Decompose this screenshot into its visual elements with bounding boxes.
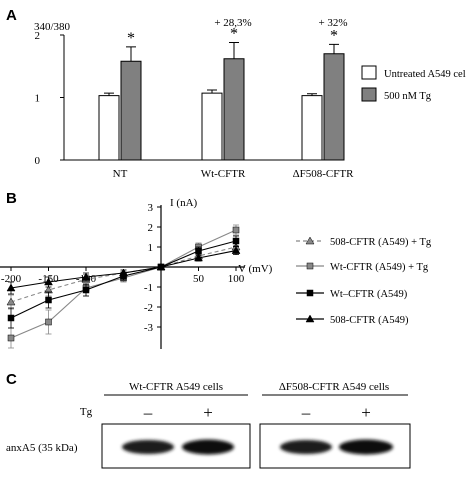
legend-label: 508-CFTR (A549) [330, 315, 409, 326]
bar [120, 60, 142, 161]
y-tick-label: -3 [144, 322, 154, 334]
bar [201, 92, 223, 161]
iv-data-point [81, 272, 91, 281]
legend-marker [305, 236, 315, 245]
bar-chart-axes: 0 1 2 [35, 30, 340, 167]
legend-label: 500 nM Tg [384, 91, 432, 102]
iv-data-point [6, 297, 16, 306]
legend-label: Untreated A549 cel [384, 69, 466, 80]
iv-data-point [231, 246, 241, 254]
band-lane-1 [122, 440, 174, 454]
legend-swatch [361, 65, 377, 80]
iv-data-point [82, 286, 90, 294]
y-axis-label: I (nA) [170, 197, 198, 209]
treatment-label: Tg [80, 406, 93, 418]
y-tick-label: 1 [148, 242, 154, 254]
percent-change-label: + 32% [318, 17, 347, 29]
legend-swatch [361, 87, 377, 102]
iv-data-point [45, 296, 52, 304]
significance-marker: * [127, 30, 135, 47]
y-tick-label: 1 [35, 93, 41, 105]
lane4-sign: + [361, 403, 371, 422]
category-label: ΔF508-CFTR [293, 168, 355, 180]
iv-data-point [6, 283, 16, 292]
band-lane-2 [182, 439, 234, 455]
group1-title: Wt-CFTR A549 cells [129, 381, 223, 393]
iv-curve-legend: 508-CFTR (A549) + Tg Wt-CFTR (A549) + Tg W… [296, 236, 432, 326]
x-tick-label: -200 [1, 273, 22, 285]
lane3-sign: – [301, 403, 311, 422]
legend-marker [306, 289, 314, 297]
bar-chart-labels: NT*Wt-CFTR*+ 28,3%ΔF508-CFTR*+ 32% [113, 17, 354, 180]
iv-data-point [195, 247, 202, 255]
legend-label: 508-CFTR (A549) + Tg [330, 237, 432, 248]
panel-c-letter: C [6, 371, 17, 388]
x-tick-label: 50 [193, 273, 205, 285]
bar [223, 58, 245, 161]
lane2-sign: + [203, 403, 213, 422]
legend-marker [306, 262, 314, 270]
category-label: Wt-CFTR [201, 168, 246, 180]
band-lane-3 [280, 440, 332, 454]
band-label: anxA5 (35 kDa) [6, 442, 78, 454]
y-tick-label: 2 [35, 30, 41, 42]
significance-marker: * [330, 27, 338, 44]
panel-b-letter: B [6, 190, 17, 207]
western-blot-panel-c: Wt-CFTR A549 cells ΔF508-CFTR A549 cells… [6, 381, 411, 469]
ratio-axis-label: 340/380 [34, 21, 71, 33]
iv-data-point [232, 237, 240, 245]
significance-marker: * [230, 26, 238, 43]
y-tick-label: -1 [144, 282, 153, 294]
bar-chart-legend: Untreated A549 cel 500 nM Tg [361, 65, 466, 102]
bar [323, 53, 345, 161]
iv-data-point [44, 277, 53, 286]
y-tick-label: -2 [144, 302, 153, 314]
lane1-sign: – [143, 403, 153, 422]
category-label: NT [113, 168, 128, 180]
y-tick-label: 3 [148, 202, 154, 214]
bar-chart-panel-a: 340/380 012 NT*Wt-CFTR*+ 28,3%ΔF508-CFTR… [34, 17, 466, 180]
bar-chart-bars [98, 42, 345, 161]
bar [301, 95, 323, 161]
iv-data-point [45, 318, 52, 326]
y-tick-label: 0 [35, 155, 41, 167]
bar [98, 95, 120, 161]
iv-data-point [7, 334, 15, 342]
panel-a-letter: A [6, 7, 17, 24]
band-lane-4 [339, 439, 393, 455]
iv-curve-series [6, 224, 241, 349]
percent-change-label: + 28,3% [214, 17, 251, 29]
group2-title: ΔF508-CFTR A549 cells [279, 381, 389, 393]
iv-data-point [7, 314, 15, 322]
iv-data-point [119, 268, 128, 277]
legend-marker [305, 314, 315, 323]
iv-curve-panel-b: -200-150-10050100321-1-2-3 508-CFTR (A54… [0, 197, 432, 349]
x-axis-label: V (mV) [238, 263, 273, 275]
iv-data-point [156, 262, 166, 271]
legend-label: Wt-CFTR (A549) + Tg [330, 262, 429, 273]
iv-data-point [194, 253, 203, 262]
legend-label: Wt–CFTR (A549) [330, 289, 408, 300]
y-tick-label: 2 [148, 222, 154, 234]
iv-data-point [232, 226, 240, 234]
x-tick-label: 100 [228, 273, 245, 285]
